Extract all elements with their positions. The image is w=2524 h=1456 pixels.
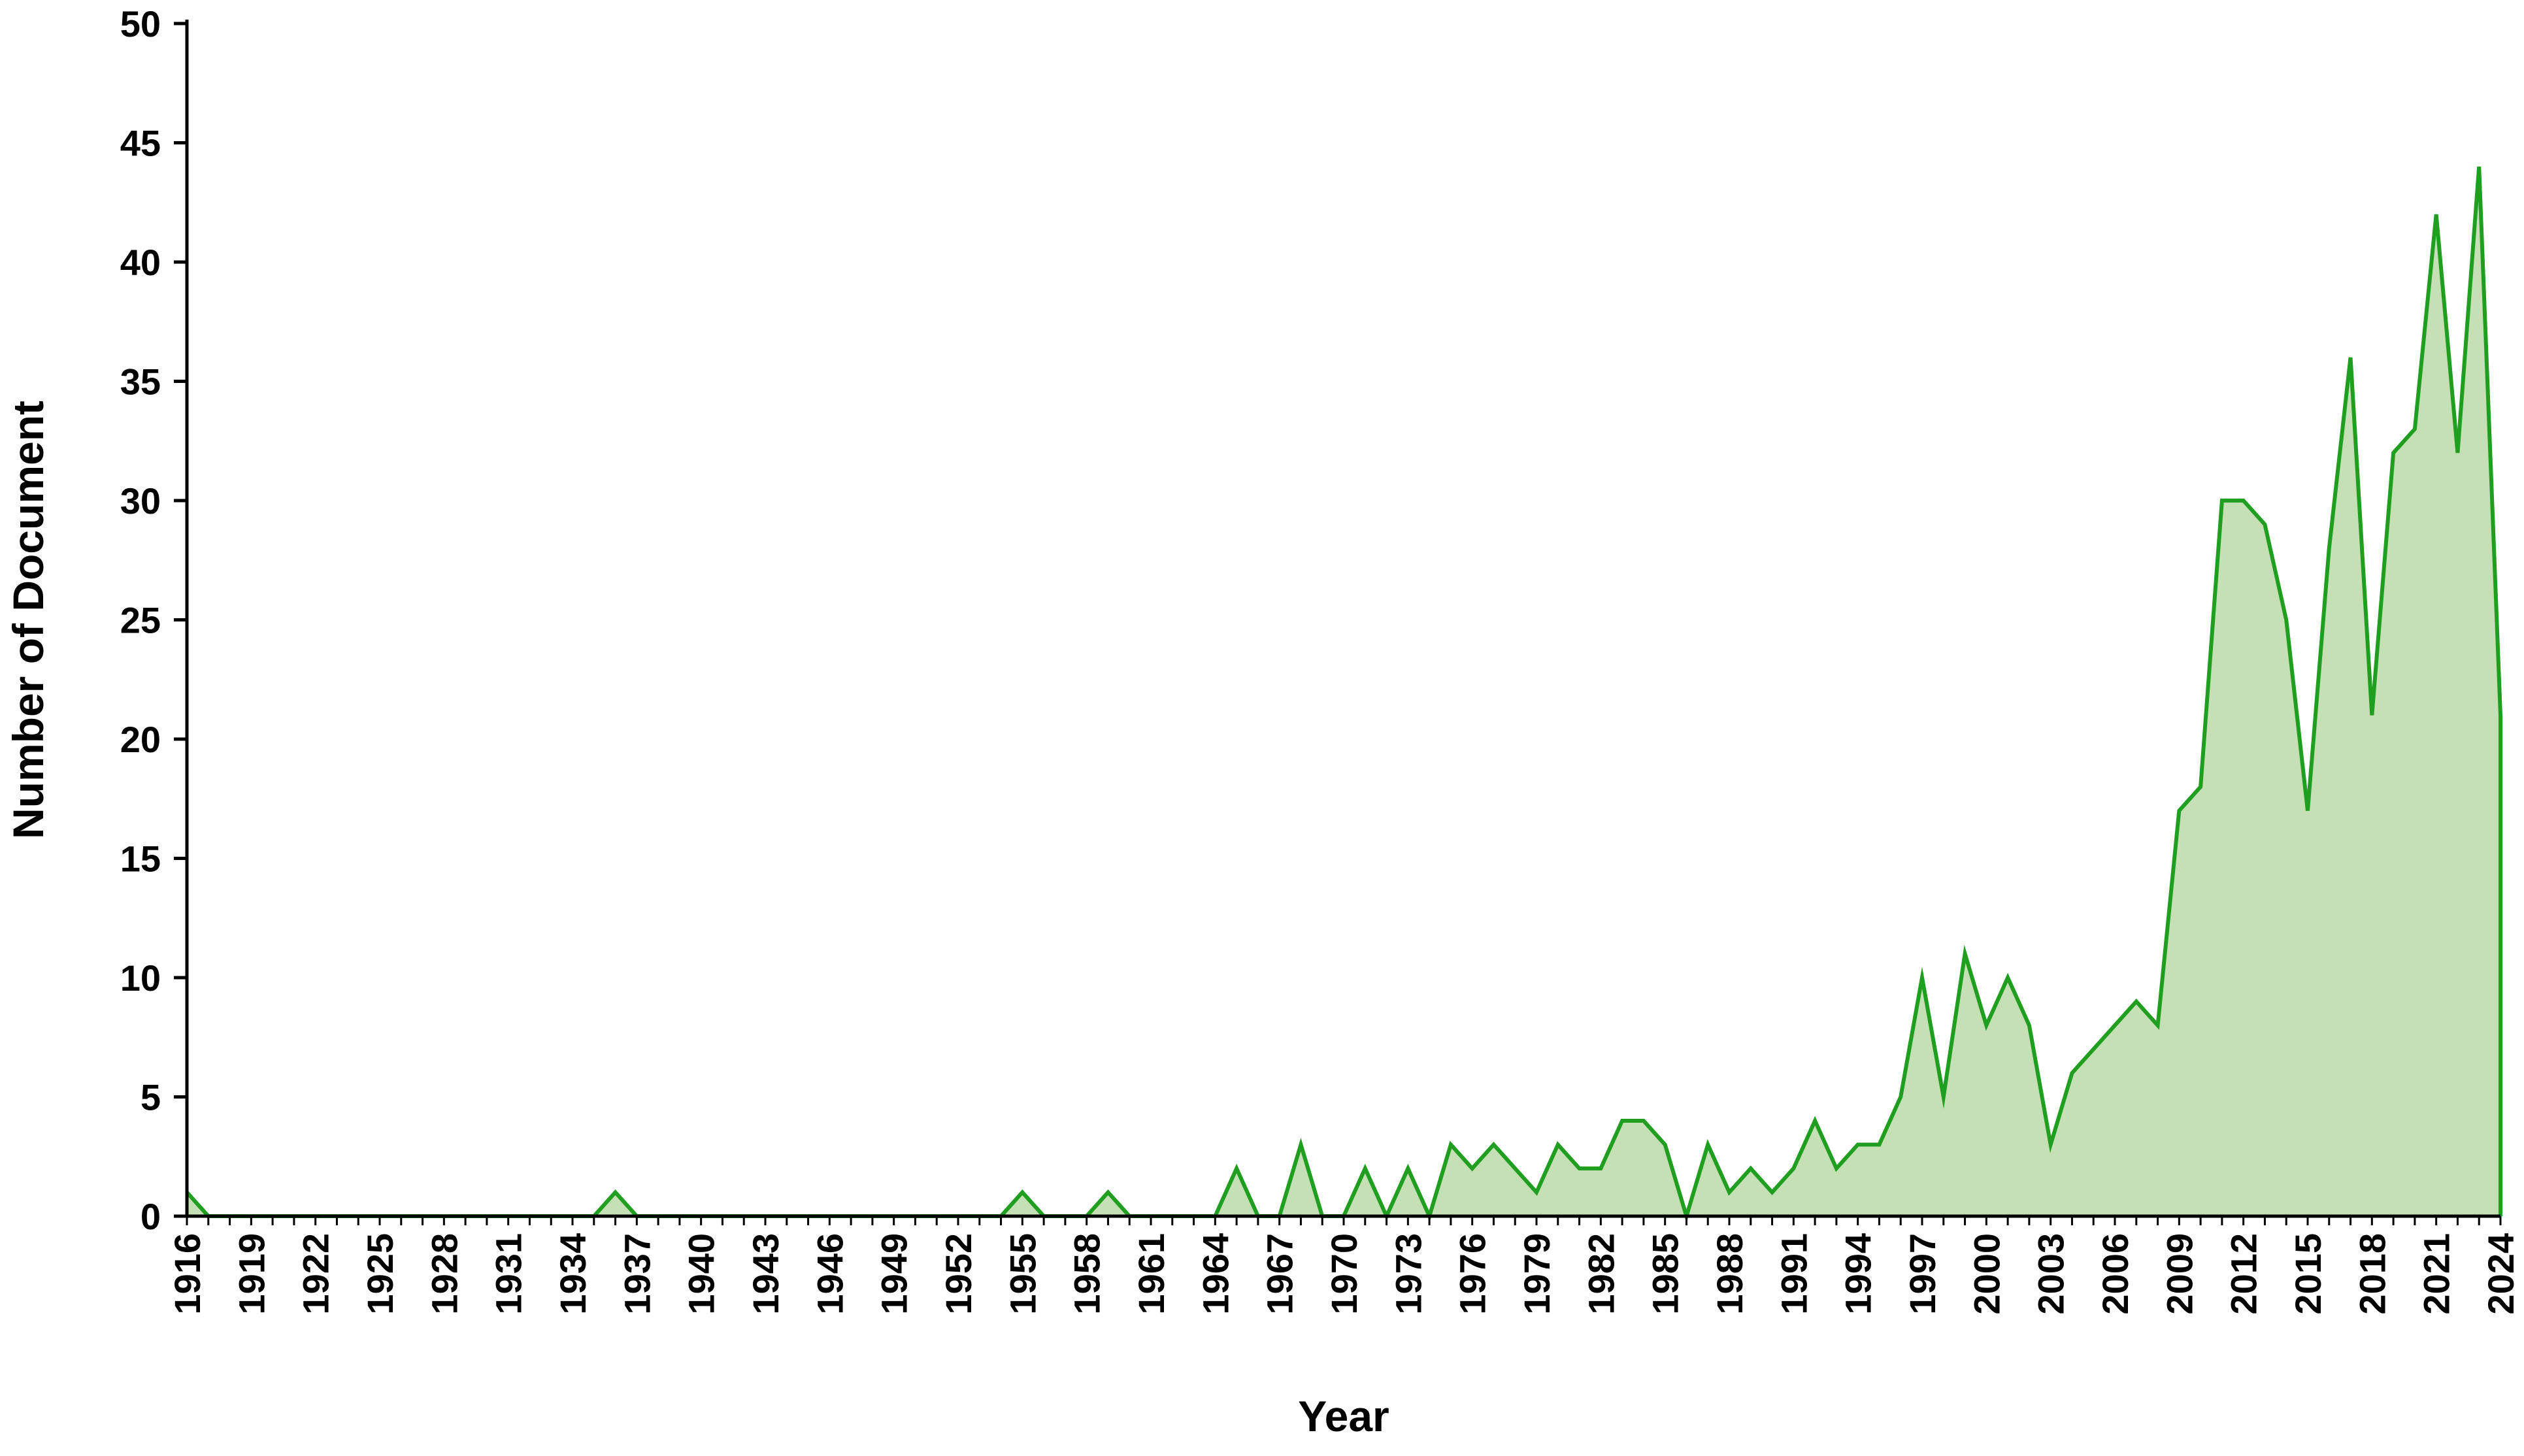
x-tick-label: 1994 (1838, 1233, 1879, 1315)
x-tick-label: 1940 (681, 1233, 722, 1315)
y-axis-title: Number of Document (4, 401, 52, 839)
y-tick-label: 5 (141, 1077, 161, 1118)
y-tick-label: 0 (141, 1196, 161, 1237)
x-axis-ticks: 1916 1919 1922 1925 1928 1931 1934 1937 1940 1943… (167, 1216, 2521, 1315)
x-tick-label: 2006 (2095, 1233, 2136, 1315)
x-tick-label: 2021 (2416, 1233, 2457, 1315)
x-tick-label: 1982 (1580, 1233, 1621, 1315)
y-tick-label: 35 (120, 361, 161, 403)
x-tick-label: 1967 (1259, 1233, 1301, 1315)
x-tick-label: 1979 (1516, 1233, 1557, 1315)
x-tick-label: 1997 (1902, 1233, 1943, 1315)
x-tick-label: 1988 (1709, 1233, 1750, 1315)
y-tick-label: 45 (120, 123, 161, 164)
x-tick-label: 1925 (359, 1233, 401, 1315)
x-tick-label: 2024 (2480, 1233, 2521, 1315)
x-tick-label: 2018 (2351, 1233, 2393, 1315)
x-tick-label: 1952 (938, 1233, 979, 1315)
x-tick-label: 2003 (2031, 1233, 2072, 1315)
x-tick-label: 1958 (1067, 1233, 1108, 1315)
x-tick-label: 1973 (1387, 1233, 1429, 1315)
x-tick-label: 1922 (295, 1233, 337, 1315)
y-tick-label: 15 (120, 838, 161, 880)
x-tick-label: 2012 (2223, 1233, 2265, 1315)
x-tick-label: 1976 (1452, 1233, 1493, 1315)
plot-area (185, 166, 2502, 1223)
x-tick-label: 1946 (809, 1233, 850, 1315)
x-tick-label: 1916 (167, 1233, 208, 1315)
x-tick-label: 2009 (2159, 1233, 2200, 1315)
x-tick-label: 1949 (874, 1233, 915, 1315)
y-tick-label: 20 (120, 719, 161, 760)
x-tick-label: 1985 (1645, 1233, 1686, 1315)
x-tick-label: 1937 (616, 1233, 657, 1315)
x-tick-label: 1961 (1131, 1233, 1172, 1315)
x-tick-label: 1943 (745, 1233, 786, 1315)
y-tick-label: 25 (120, 600, 161, 641)
series-area-fill (187, 167, 2500, 1216)
x-tick-label: 1919 (231, 1233, 272, 1315)
x-axis-title: Year (1298, 1392, 1389, 1440)
x-tick-label: 1934 (552, 1233, 593, 1315)
x-tick-label: 1928 (423, 1233, 465, 1315)
y-tick-label: 40 (120, 242, 161, 283)
x-tick-label: 1955 (1002, 1233, 1043, 1315)
y-axis-ticks: 0 5 10 15 20 25 30 35 40 45 50 (120, 3, 187, 1237)
x-tick-label: 1931 (488, 1233, 529, 1315)
series-line (185, 166, 2502, 1223)
y-tick-label: 10 (120, 957, 161, 999)
x-tick-label: 1970 (1323, 1233, 1365, 1315)
x-tick-label: 2015 (2287, 1233, 2329, 1315)
x-tick-label: 1991 (1773, 1233, 1814, 1315)
y-tick-label: 30 (120, 480, 161, 521)
y-tick-label: 50 (120, 3, 161, 44)
x-tick-label: 1964 (1195, 1233, 1236, 1315)
x-tick-label: 2000 (1966, 1233, 2007, 1315)
